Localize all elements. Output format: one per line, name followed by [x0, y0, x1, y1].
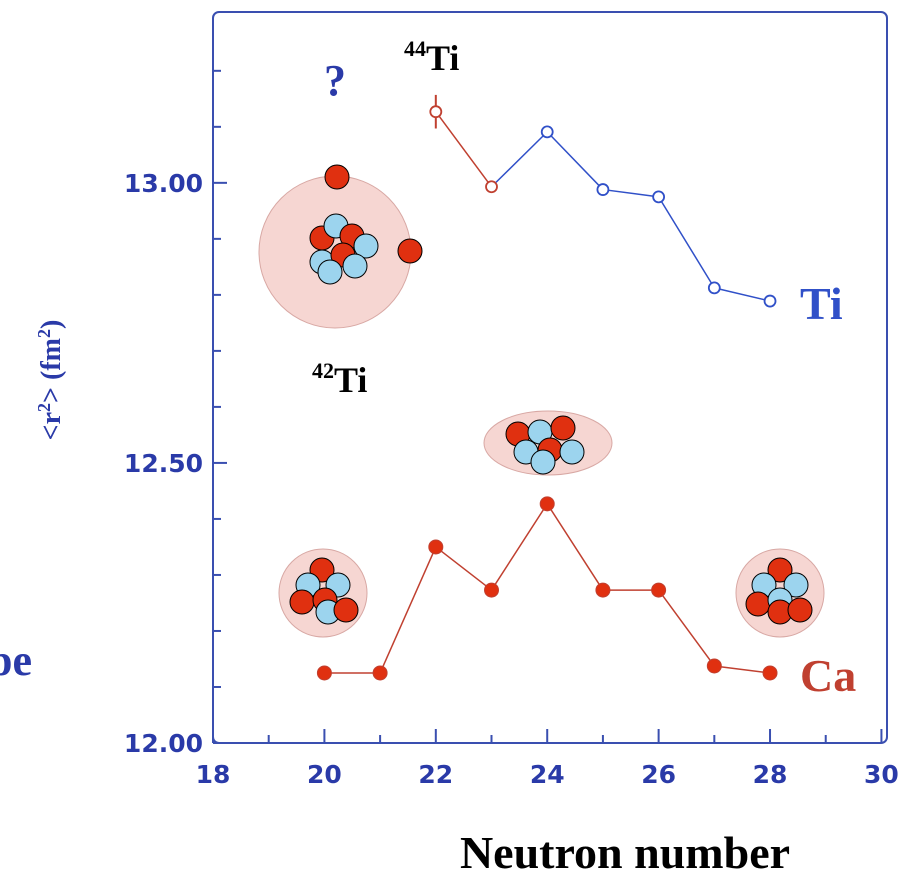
series-segment — [659, 590, 715, 666]
data-point — [485, 583, 499, 597]
legend-label: Ca — [800, 650, 856, 701]
x-tick-label: 18 — [196, 760, 231, 789]
legend-label: Ti — [800, 278, 843, 329]
data-point — [429, 540, 443, 554]
data-point — [597, 184, 608, 195]
series-segment — [436, 112, 492, 187]
x-tick-label: 22 — [418, 760, 453, 789]
series-segment — [603, 190, 659, 197]
annotation-symbol: Ti — [334, 360, 367, 400]
y-tick-label: 12.50 — [124, 449, 203, 478]
y-axis-label: <r2> (fm2) — [34, 320, 67, 441]
annotation-mass: 42 — [312, 358, 334, 383]
x-tick-label: 26 — [641, 760, 676, 789]
series-segment — [547, 132, 603, 190]
y-label-part: <r — [36, 412, 67, 440]
data-point — [596, 583, 610, 597]
series-segment — [492, 132, 548, 187]
data-point — [707, 659, 721, 673]
data-point — [709, 282, 720, 293]
data-point — [653, 191, 664, 202]
page: {"chart_data": { "type": "line", "x_labe… — [0, 0, 911, 895]
annotation: ? — [324, 56, 346, 105]
data-point — [430, 106, 441, 117]
side-text: pe — [0, 636, 32, 685]
nucleus-42ti-halo — [259, 165, 422, 328]
x-tick-label: 30 — [864, 760, 899, 789]
x-tick-label: 20 — [307, 760, 342, 789]
annotation: 44Ti — [404, 36, 459, 78]
series-segment — [547, 504, 603, 590]
y-label-part: 2 — [34, 329, 54, 338]
nucleus-ca48 — [736, 549, 824, 637]
series-segment — [714, 666, 770, 673]
chart: pe ? 44Ti 42Ti Neutron number <r2> (fm2)… — [0, 0, 911, 895]
x-axis-label: Neutron number — [460, 827, 790, 878]
x-tick-label: 28 — [753, 760, 788, 789]
data-point — [540, 497, 554, 511]
series-segment — [380, 547, 436, 673]
y-tick-label: 13.00 — [124, 169, 203, 198]
y-label-part: > (fm — [36, 338, 67, 403]
y-tick-label: 12.00 — [124, 729, 203, 758]
series-segment — [714, 288, 770, 301]
annotation-mass: 44 — [404, 36, 426, 61]
nucleus-deformed — [484, 411, 612, 475]
data-point — [765, 296, 776, 307]
y-label-part: 2 — [34, 403, 54, 412]
data-point — [317, 666, 331, 680]
data-point — [486, 181, 497, 192]
data-point — [373, 666, 387, 680]
annotation-symbol: Ti — [426, 38, 459, 78]
y-label-part: ) — [36, 320, 67, 329]
annotation: 42Ti — [312, 358, 367, 400]
series-segment — [436, 547, 492, 590]
nucleus-ca40 — [279, 549, 367, 637]
series-segment — [492, 504, 548, 590]
series-segment — [659, 197, 715, 288]
x-tick-label: 24 — [530, 760, 565, 789]
data-point — [763, 666, 777, 680]
data-point — [652, 583, 666, 597]
data-point — [542, 126, 553, 137]
